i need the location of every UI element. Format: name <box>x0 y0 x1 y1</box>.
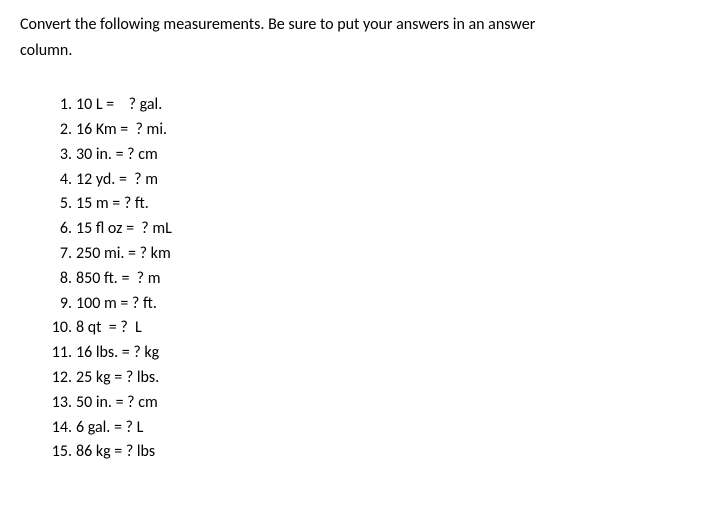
problem-equation: 850 ft. = ? m <box>76 267 160 292</box>
problem-item: 8. 850 ft. = ? m <box>48 267 695 292</box>
problem-number: 8. <box>48 267 72 292</box>
problem-equation: 16 Km = ? mi. <box>76 118 167 143</box>
problem-item: 9. 100 m = ? ft. <box>48 292 695 317</box>
problem-number: 5. <box>48 192 72 217</box>
problem-number: 15. <box>48 440 72 465</box>
problem-item: 15. 86 kg = ? lbs <box>48 440 695 465</box>
problem-item: 3. 30 in. = ? cm <box>48 143 695 168</box>
problem-item: 2. 16 Km = ? mi. <box>48 118 695 143</box>
problem-equation: 6 gal. = ? L <box>76 416 143 441</box>
problem-number: 6. <box>48 217 72 242</box>
problem-equation: 30 in. = ? cm <box>76 143 158 168</box>
problem-item: 11. 16 lbs. = ? kg <box>48 341 695 366</box>
problem-number: 10. <box>48 316 72 341</box>
problem-equation: 15 m = ? ft. <box>76 192 149 217</box>
problems-list: 1. 10 L = ? gal. 2. 16 Km = ? mi. 3. 30 … <box>20 93 695 465</box>
problem-equation: 50 in. = ? cm <box>76 391 158 416</box>
problem-number: 13. <box>48 391 72 416</box>
instructions-block: Convert the following measurements. Be s… <box>20 12 695 63</box>
problem-number: 14. <box>48 416 72 441</box>
problem-item: 13. 50 in. = ? cm <box>48 391 695 416</box>
problem-item: 10. 8 qt = ? L <box>48 316 695 341</box>
problem-equation: 8 qt = ? L <box>76 316 142 341</box>
problem-equation: 15 fl oz = ? mL <box>76 217 172 242</box>
problem-item: 6. 15 fl oz = ? mL <box>48 217 695 242</box>
problem-equation: 16 lbs. = ? kg <box>76 341 159 366</box>
problem-number: 7. <box>48 242 72 267</box>
problem-number: 3. <box>48 143 72 168</box>
problem-equation: 10 L = ? gal. <box>76 93 162 118</box>
problem-equation: 25 kg = ? lbs. <box>76 366 159 391</box>
problem-item: 4. 12 yd. = ? m <box>48 168 695 193</box>
problem-equation: 86 kg = ? lbs <box>76 440 155 465</box>
instructions-line-1: Convert the following measurements. Be s… <box>20 12 695 38</box>
problem-equation: 100 m = ? ft. <box>76 292 157 317</box>
problem-number: 12. <box>48 366 72 391</box>
problem-number: 9. <box>48 292 72 317</box>
problem-item: 5. 15 m = ? ft. <box>48 192 695 217</box>
problem-item: 1. 10 L = ? gal. <box>48 93 695 118</box>
problem-number: 1. <box>48 93 72 118</box>
problem-item: 7. 250 mi. = ? km <box>48 242 695 267</box>
problem-item: 12. 25 kg = ? lbs. <box>48 366 695 391</box>
problem-equation: 250 mi. = ? km <box>76 242 171 267</box>
instructions-line-2: column. <box>20 38 695 64</box>
problem-number: 4. <box>48 168 72 193</box>
problem-number: 2. <box>48 118 72 143</box>
problem-number: 11. <box>48 341 72 366</box>
problem-item: 14. 6 gal. = ? L <box>48 416 695 441</box>
problem-equation: 12 yd. = ? m <box>76 168 158 193</box>
